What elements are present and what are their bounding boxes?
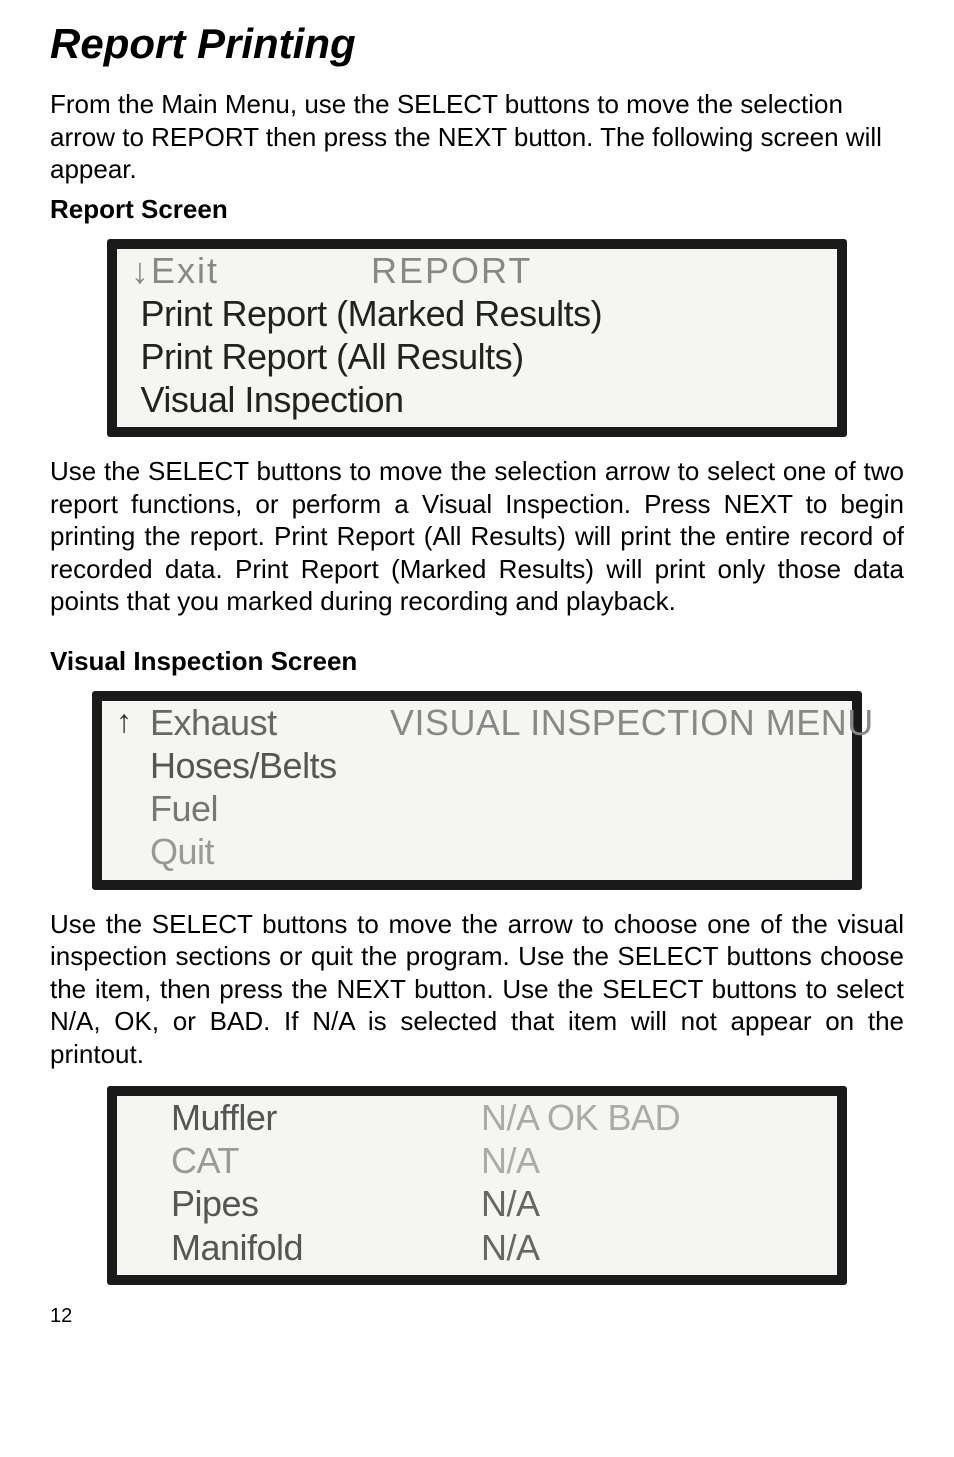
report-screen-figure: ↓Exit REPORT Print Report (Marked Result… xyxy=(107,239,847,438)
paragraph-1: From the Main Menu, use the SELECT butto… xyxy=(50,88,904,186)
status-screen-figure: Muffler N/A OK BAD CAT N/A Pipes N/A Man… xyxy=(107,1086,847,1285)
status-row-muffler: Muffler N/A OK BAD xyxy=(171,1096,823,1139)
status-pipes-label: Pipes xyxy=(171,1182,481,1225)
status-row-cat: CAT N/A xyxy=(171,1139,823,1182)
screen1-title-label: REPORT xyxy=(371,249,532,292)
paragraph-3: Use the SELECT buttons to move the arrow… xyxy=(50,908,904,1071)
status-muffler-label: Muffler xyxy=(171,1096,481,1139)
status-screen: Muffler N/A OK BAD CAT N/A Pipes N/A Man… xyxy=(107,1086,847,1285)
status-cat-value: N/A xyxy=(481,1139,540,1182)
status-row-manifold: Manifold N/A xyxy=(171,1226,823,1269)
status-manifold-value: N/A xyxy=(481,1226,540,1269)
paragraph-2: Use the SELECT buttons to move the selec… xyxy=(50,455,904,618)
screen2-fuel-label: Fuel xyxy=(150,787,838,830)
status-row-pipes: Pipes N/A xyxy=(171,1182,823,1225)
screen2-title-label: VISUAL INSPECTION MENU xyxy=(390,701,874,744)
status-cat-label: CAT xyxy=(171,1139,481,1182)
subheading-report-screen: Report Screen xyxy=(50,194,904,225)
screen2-hoses-label: Hoses/Belts xyxy=(150,744,838,787)
status-pipes-value: N/A xyxy=(481,1182,540,1225)
report-screen: ↓Exit REPORT Print Report (Marked Result… xyxy=(107,239,847,438)
heading-main: Report Printing xyxy=(50,20,904,68)
screen2-quit-label: Quit xyxy=(150,830,838,873)
visual-inspection-screen-figure: ↑ Exhaust VISUAL INSPECTION MENU Hoses/B… xyxy=(92,691,862,890)
subheading-visual-inspection: Visual Inspection Screen xyxy=(50,646,904,677)
visual-inspection-screen: ↑ Exhaust VISUAL INSPECTION MENU Hoses/B… xyxy=(92,691,862,890)
page-number: 12 xyxy=(50,1305,904,1328)
screen2-exhaust-label: Exhaust xyxy=(150,701,390,744)
screen1-option-all: Print Report (All Results) xyxy=(131,335,823,378)
up-arrow-marker-icon: ↑ xyxy=(116,703,132,740)
screen1-option-visual: Visual Inspection xyxy=(131,378,823,421)
screen1-exit-label: ↓Exit xyxy=(131,249,371,292)
status-manifold-label: Manifold xyxy=(171,1226,481,1269)
screen1-option-marked: Print Report (Marked Results) xyxy=(131,292,823,335)
status-muffler-values: N/A OK BAD xyxy=(481,1096,680,1139)
